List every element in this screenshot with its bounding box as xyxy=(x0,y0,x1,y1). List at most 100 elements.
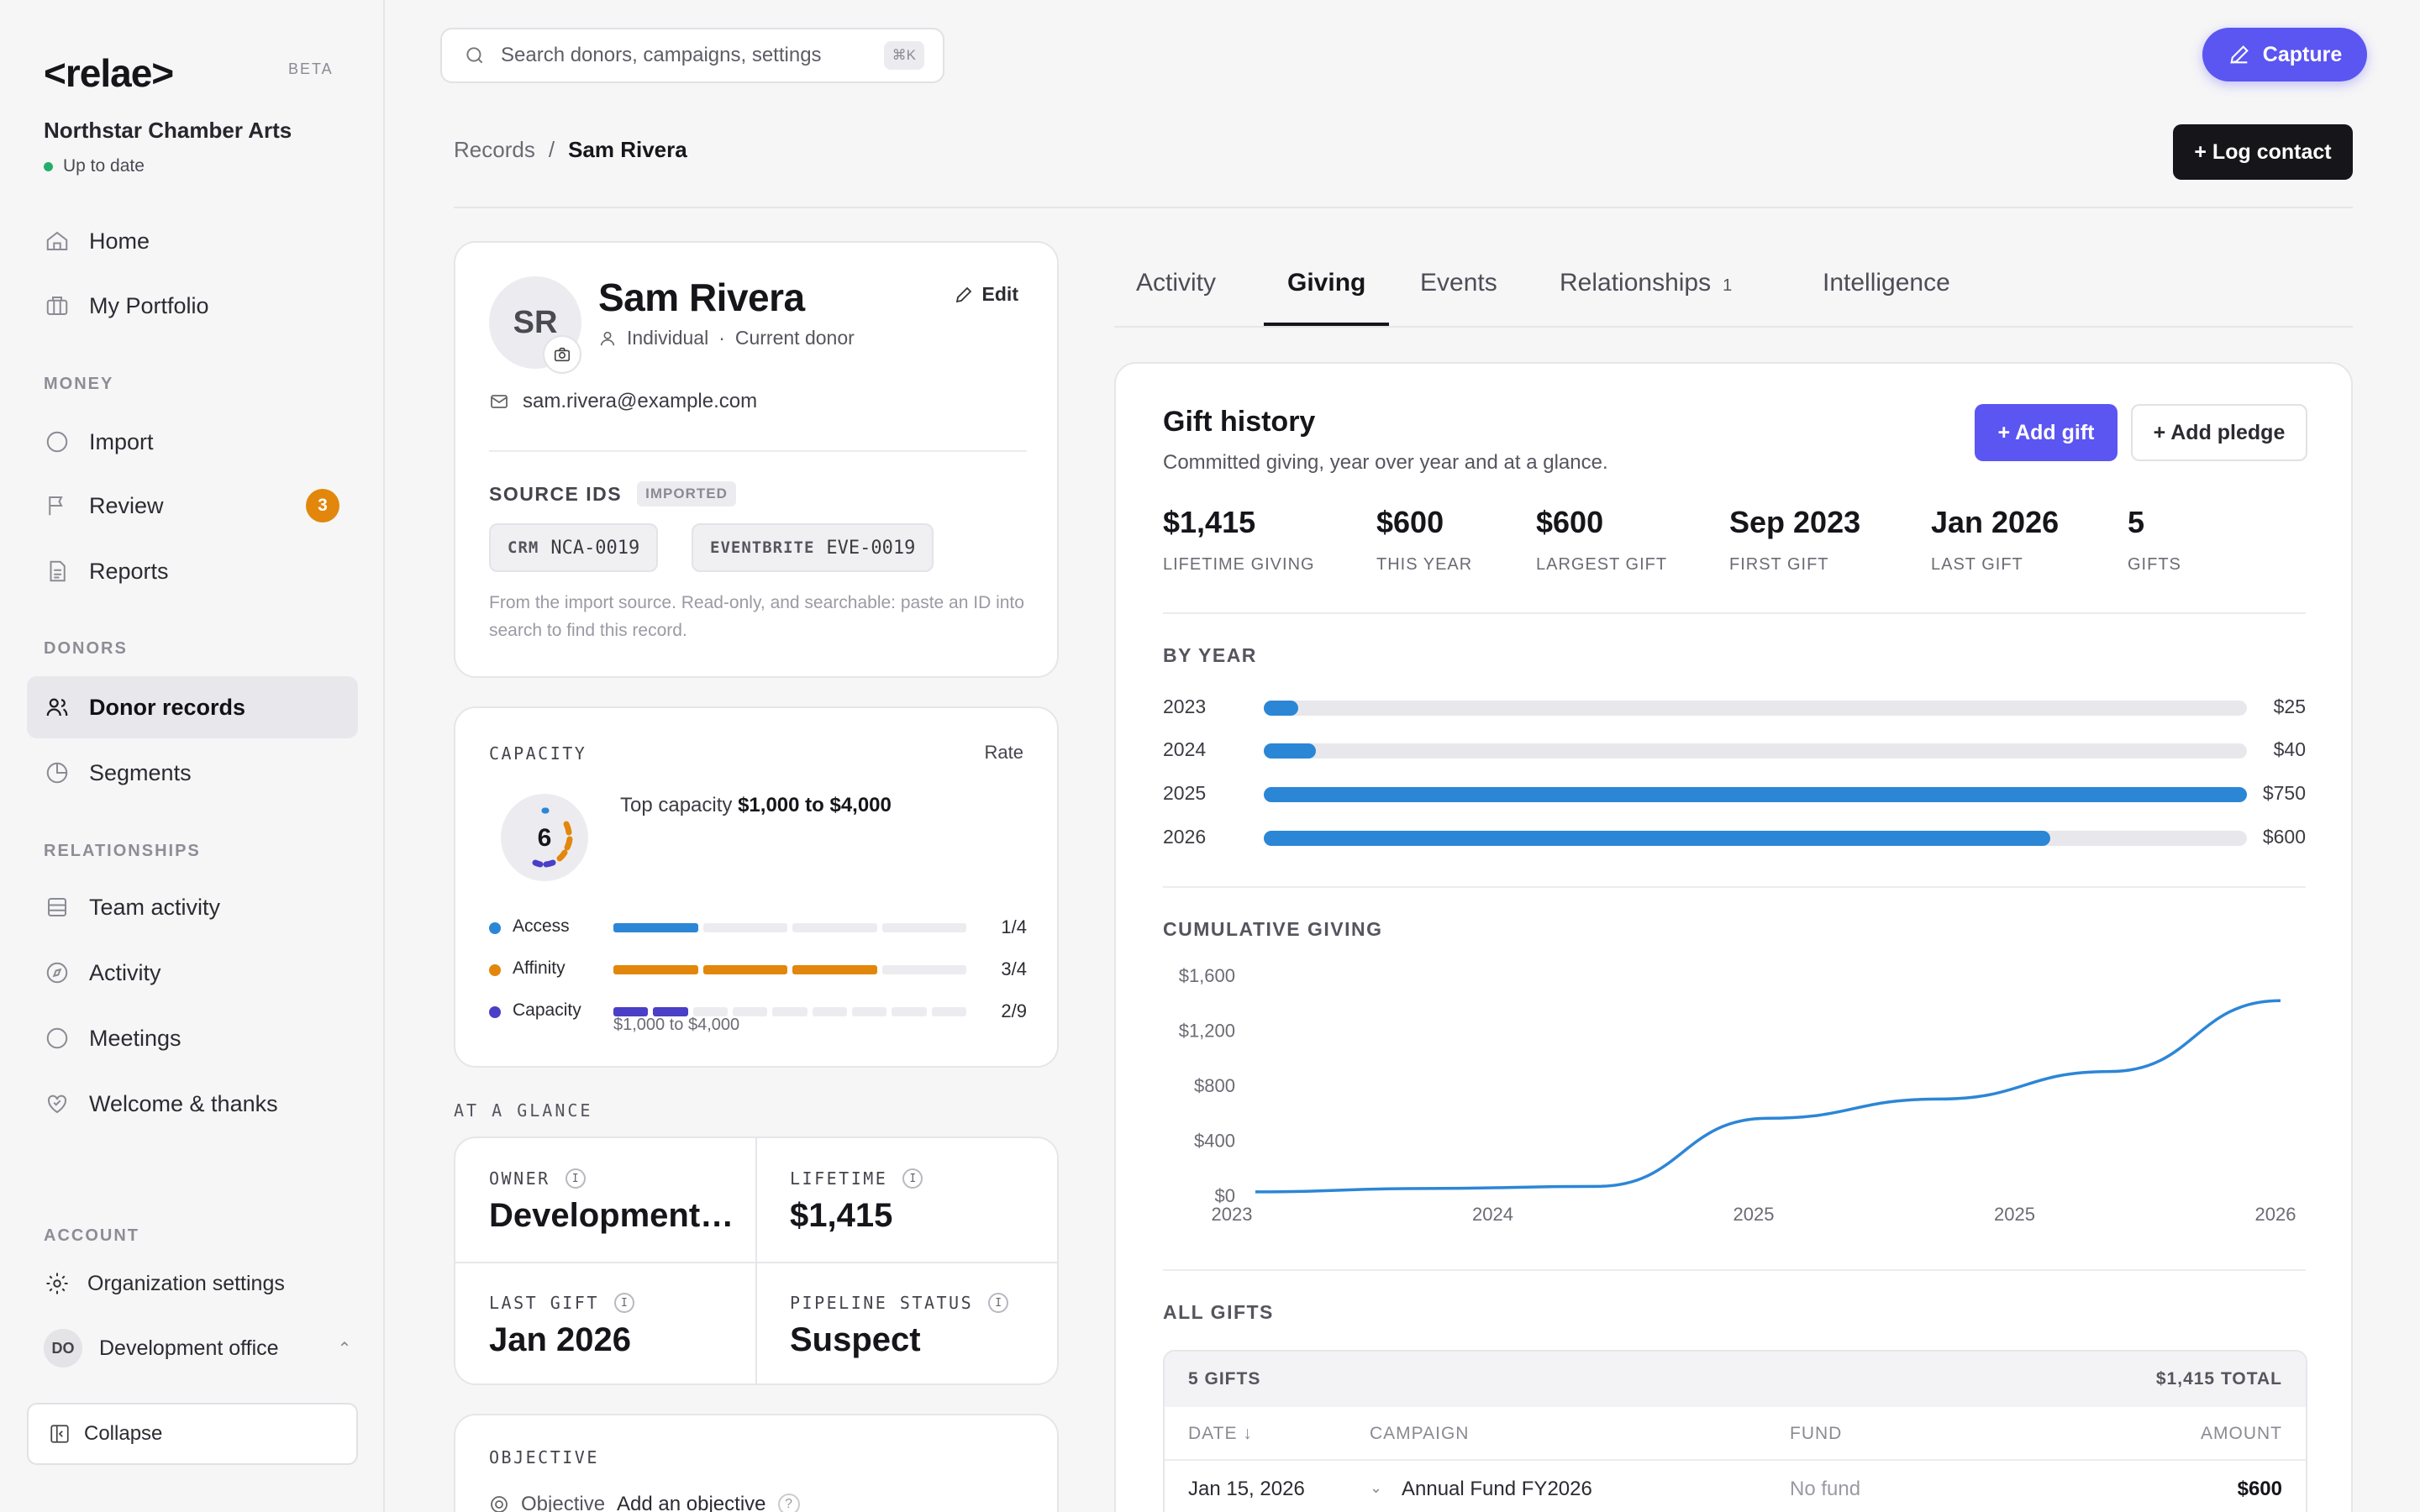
tab-relationships[interactable]: Relationships 1 xyxy=(1560,269,1732,326)
top-capacity-value: $1,000 to $4,000 xyxy=(738,794,892,816)
capture-button[interactable]: Capture xyxy=(2202,28,2367,81)
pencil-icon xyxy=(2228,43,2251,66)
rate-button[interactable]: Rate xyxy=(984,742,1023,763)
list-icon xyxy=(44,894,71,921)
pencil-icon xyxy=(954,285,974,305)
divider xyxy=(1163,612,2306,614)
sidebar-item-team-activity[interactable]: Team activity xyxy=(27,876,358,938)
stat-label: FIRST GIFT xyxy=(1729,555,1829,574)
glance-label: PIPELINE STATUS xyxy=(790,1293,974,1313)
stat-gift-count: 5 GIFTS xyxy=(2128,505,2181,575)
y-tick-label: $0 xyxy=(1215,1185,1235,1206)
year-bar-row: 2024 $40 xyxy=(1163,737,2306,762)
search-icon xyxy=(464,45,486,66)
info-icon[interactable]: I xyxy=(988,1293,1009,1313)
log-contact-button[interactable]: + Log contact xyxy=(2173,124,2353,180)
x-tick-label: 2025 xyxy=(1994,1204,2035,1225)
gift-fund: No fund xyxy=(1790,1478,1861,1500)
collapse-button[interactable]: Collapse xyxy=(27,1403,358,1465)
column-header-amount[interactable]: AMOUNT xyxy=(2201,1424,2282,1443)
gear-icon xyxy=(44,1270,71,1297)
org-settings-link[interactable]: Organization settings xyxy=(44,1270,285,1297)
year-bar-track xyxy=(1264,787,2247,802)
y-tick-label: $800 xyxy=(1194,1075,1235,1096)
meter-label: Access xyxy=(513,916,570,936)
search-box[interactable]: ⌘K xyxy=(440,28,944,83)
year-bar-fill xyxy=(1264,831,2050,846)
tab-activity[interactable]: Activity xyxy=(1136,269,1217,297)
column-header-fund[interactable]: FUND xyxy=(1790,1424,1843,1443)
source-id-chip[interactable]: EVENTBRITE EVE-0019 xyxy=(692,523,934,572)
meter-value: 1/4 xyxy=(1001,916,1027,937)
source-system: EVENTBRITE xyxy=(710,538,815,557)
year-label: 2024 xyxy=(1163,738,1207,760)
help-icon[interactable]: ? xyxy=(777,1494,800,1512)
sidebar-item-home[interactable]: Home xyxy=(27,210,358,272)
info-icon[interactable]: I xyxy=(902,1168,923,1189)
search-input[interactable] xyxy=(501,44,862,67)
meter-label: Capacity xyxy=(513,1000,581,1020)
meter-segment xyxy=(702,965,787,974)
year-bar-track xyxy=(1264,831,2247,846)
edit-button[interactable]: Edit xyxy=(954,283,1018,306)
meter-capacity: Capacity 2/9 xyxy=(489,999,1027,1024)
sidebar-item-portfolio[interactable]: My Portfolio xyxy=(27,275,358,337)
year-amount: $600 xyxy=(2262,826,2306,848)
collapse-label: Collapse xyxy=(84,1422,163,1445)
sidebar-item-meetings[interactable]: Meetings xyxy=(27,1007,358,1069)
year-bar-track xyxy=(1264,701,2247,716)
stat-this-year: $600 THIS YEAR xyxy=(1376,505,1472,575)
meter-dot xyxy=(489,964,501,976)
sidebar-item-review[interactable]: Review 3 xyxy=(27,475,358,537)
year-amount: $25 xyxy=(2273,696,2306,717)
glance-label: LIFETIME xyxy=(790,1168,888,1189)
source-id-chip[interactable]: CRM NCA-0019 xyxy=(489,523,659,572)
divider xyxy=(1163,886,2306,888)
user-menu[interactable]: DO Development office ⌃ xyxy=(44,1329,351,1368)
glance-pipeline-status[interactable]: PIPELINE STATUS I Suspect xyxy=(756,1263,1057,1383)
breadcrumb-records[interactable]: Records xyxy=(454,137,535,162)
stat-label: LAST GIFT xyxy=(1931,555,2023,574)
chevron-up-icon: ⌃ xyxy=(337,1339,352,1358)
donor-email[interactable]: sam.rivera@example.com xyxy=(489,390,757,413)
x-tick-label: 2025 xyxy=(1733,1204,1775,1225)
sidebar-item-segments[interactable]: Segments xyxy=(27,742,358,804)
add-objective-link[interactable]: Add an objective xyxy=(617,1493,766,1512)
cumulative-giving-chart: $0 $400 $800 $1,200 $1,600 2023 2024 2025 2025 20… xyxy=(1179,965,2296,1225)
sidebar-item-label: Activity xyxy=(89,959,161,985)
stat-label: GIFTS xyxy=(2128,555,2181,574)
chevron-down-icon[interactable]: ⌄ xyxy=(1370,1479,1383,1496)
section-label-account: ACCOUNT xyxy=(44,1226,139,1245)
objective-row[interactable]: Objective Add an objective ? xyxy=(489,1493,800,1512)
stat-value: $1,415 xyxy=(1163,505,1256,539)
column-header-date[interactable]: DATE ↓ xyxy=(1188,1424,1253,1443)
column-header-campaign[interactable]: CAMPAIGN xyxy=(1370,1424,1470,1443)
app-logo[interactable]: <relae> xyxy=(44,51,174,95)
org-name[interactable]: Northstar Chamber Arts xyxy=(44,118,292,143)
glance-owner[interactable]: OWNER I Development office xyxy=(455,1138,756,1263)
sidebar-item-activity[interactable]: Activity xyxy=(27,942,358,1004)
sidebar-item-reports[interactable]: Reports xyxy=(27,540,358,602)
record-tabs: Activity Giving Events Relationships 1 In… xyxy=(1114,252,2353,328)
top-capacity-label: Top capacity xyxy=(620,794,733,816)
glance-last-gift[interactable]: LAST GIFT I Jan 2026 xyxy=(455,1263,756,1383)
email-text: sam.rivera@example.com xyxy=(523,390,758,412)
meter-access: Access 1/4 xyxy=(489,915,1027,940)
add-gift-button[interactable]: + Add gift xyxy=(1975,404,2118,461)
sidebar-item-welcome-thanks[interactable]: Welcome & thanks xyxy=(27,1073,358,1135)
table-row[interactable]: Jan 15, 2026 ⌄ Annual Fund FY2026 No fun… xyxy=(1165,1461,2306,1512)
tab-events[interactable]: Events xyxy=(1420,269,1497,297)
meta-separator: · xyxy=(718,327,725,349)
info-icon[interactable]: I xyxy=(613,1293,634,1313)
document-icon xyxy=(44,558,71,585)
sidebar-item-import[interactable]: Import xyxy=(27,411,358,473)
tab-intelligence[interactable]: Intelligence xyxy=(1823,269,1950,297)
camera-icon[interactable] xyxy=(543,335,581,374)
add-pledge-button[interactable]: + Add pledge xyxy=(2131,404,2307,461)
by-year-label: BY YEAR xyxy=(1163,644,1257,666)
info-icon[interactable]: I xyxy=(565,1168,586,1189)
sidebar-item-donor-records[interactable]: Donor records xyxy=(27,676,358,738)
meter-segment xyxy=(613,965,698,974)
glance-lifetime[interactable]: LIFETIME I $1,415 xyxy=(756,1138,1057,1263)
tab-giving[interactable]: Giving xyxy=(1264,269,1390,326)
